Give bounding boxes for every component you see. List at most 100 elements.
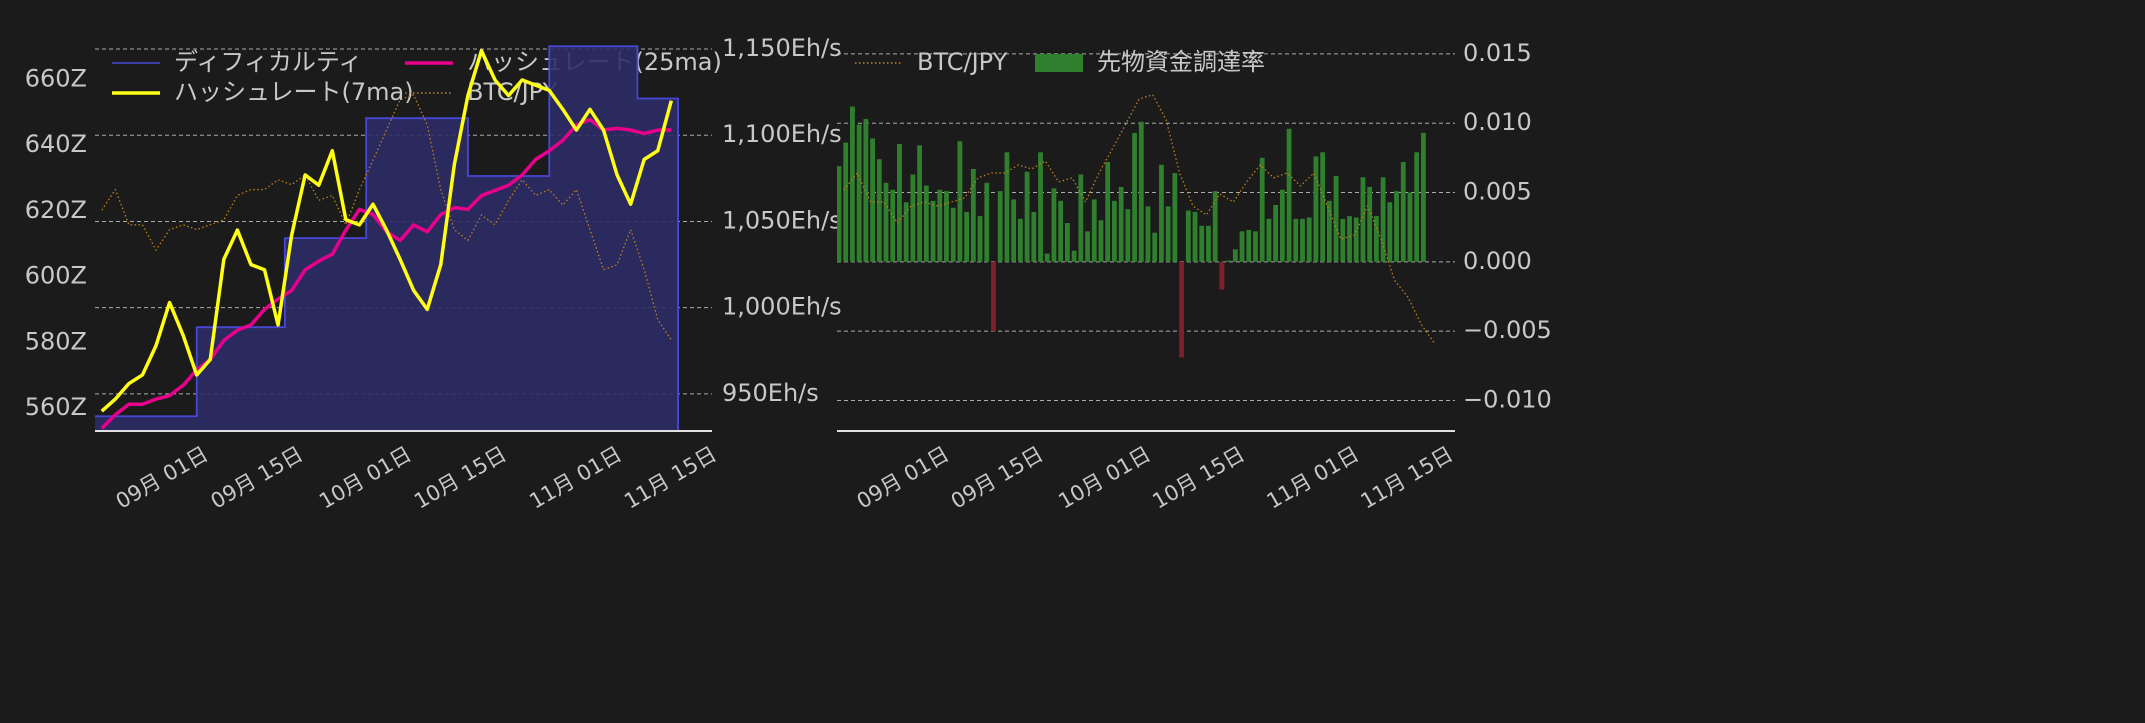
bar <box>1373 216 1379 262</box>
bar <box>1179 261 1184 358</box>
bar <box>1125 209 1131 262</box>
y2-tick-label: 1,050Eh/s <box>722 206 842 234</box>
difficulty-area <box>95 46 679 431</box>
bar <box>1219 261 1225 290</box>
bar <box>910 174 916 262</box>
bar <box>1326 200 1332 262</box>
bar <box>1226 260 1232 262</box>
bar <box>837 166 842 262</box>
bar <box>876 159 882 262</box>
legend-swatch <box>1035 54 1083 72</box>
y-tick-label: −0.005 <box>1463 316 1552 344</box>
bar <box>1011 199 1017 262</box>
bar <box>1212 191 1218 262</box>
bar <box>1333 175 1339 262</box>
bar <box>1232 249 1238 262</box>
bar <box>1118 186 1124 262</box>
bar <box>977 216 983 262</box>
bar <box>1031 211 1037 262</box>
legend-label: 先物資金調達率 <box>1097 48 1265 76</box>
bar <box>1306 217 1312 262</box>
bar <box>1367 186 1373 262</box>
y2-tick-label: 1,100Eh/s <box>722 120 842 148</box>
y-tick-label: 0.000 <box>1463 247 1532 275</box>
bar <box>1017 218 1023 262</box>
y2-tick-label: 950Eh/s <box>722 379 819 407</box>
bar <box>1004 152 1010 262</box>
bar <box>1313 156 1319 262</box>
bar <box>997 191 1003 262</box>
bar <box>1152 232 1158 262</box>
bar <box>1051 188 1057 262</box>
difficulty-line <box>95 45 679 431</box>
bar <box>1206 225 1211 262</box>
y2-tick-label: 1,150Eh/s <box>722 34 842 62</box>
bar <box>1165 206 1171 262</box>
y-tick-label: 620Z <box>25 196 87 224</box>
bar <box>1394 191 1399 262</box>
y-tick-label: −0.010 <box>1463 385 1552 413</box>
bar <box>1320 152 1326 262</box>
bar <box>1138 121 1144 262</box>
bar <box>1024 171 1030 262</box>
bar <box>1421 132 1426 262</box>
bar <box>1246 229 1252 262</box>
legend-label: ディフィカルティ <box>174 48 362 76</box>
bar <box>1253 231 1258 262</box>
bar <box>1239 231 1245 262</box>
bar <box>843 142 849 262</box>
bar <box>1300 218 1305 262</box>
bar <box>1058 200 1064 262</box>
y-tick-label: 600Z <box>25 262 87 290</box>
bar <box>903 202 909 262</box>
bar <box>923 185 929 262</box>
bar <box>1044 253 1050 262</box>
bar <box>1414 152 1420 262</box>
bar <box>930 200 936 262</box>
y-tick-label: 0.005 <box>1463 178 1532 206</box>
bar <box>870 138 875 262</box>
bar <box>1038 152 1043 262</box>
bar <box>1360 177 1366 262</box>
bar <box>1145 206 1151 262</box>
bar <box>957 141 963 262</box>
bar <box>1353 217 1359 262</box>
legend-label: BTC/JPY <box>917 48 1008 76</box>
y-tick-label: 0.010 <box>1463 108 1532 136</box>
bar <box>1159 164 1164 262</box>
bar <box>883 182 889 262</box>
bar <box>1279 189 1285 262</box>
bar <box>1380 177 1386 262</box>
bar <box>1085 231 1090 262</box>
y-tick-label: 660Z <box>25 64 87 92</box>
bar <box>950 207 956 262</box>
bar <box>1132 132 1137 262</box>
bar <box>1078 174 1084 262</box>
y2-tick-label: 1,000Eh/s <box>722 293 842 321</box>
bar <box>1266 218 1272 262</box>
y-tick-label: 580Z <box>25 327 87 355</box>
bar <box>1387 202 1393 262</box>
bar <box>1347 216 1352 262</box>
bar <box>1407 192 1413 262</box>
bar <box>1199 225 1205 262</box>
bar <box>1340 218 1346 262</box>
plot-area <box>837 94 1436 358</box>
bar <box>917 145 923 262</box>
bar <box>890 189 896 262</box>
bar <box>1286 128 1292 262</box>
legend-label: ハッシュレート(7ma) <box>174 78 414 106</box>
bar <box>856 124 862 262</box>
bar <box>1105 162 1111 262</box>
y-tick-label: 560Z <box>25 393 87 421</box>
bar <box>984 182 990 262</box>
bar <box>991 261 996 332</box>
bar <box>1185 210 1191 262</box>
bar <box>897 143 902 262</box>
bar <box>1293 218 1299 262</box>
hashrate-line <box>100 48 674 413</box>
bar <box>1259 157 1265 262</box>
bar <box>1112 200 1117 262</box>
